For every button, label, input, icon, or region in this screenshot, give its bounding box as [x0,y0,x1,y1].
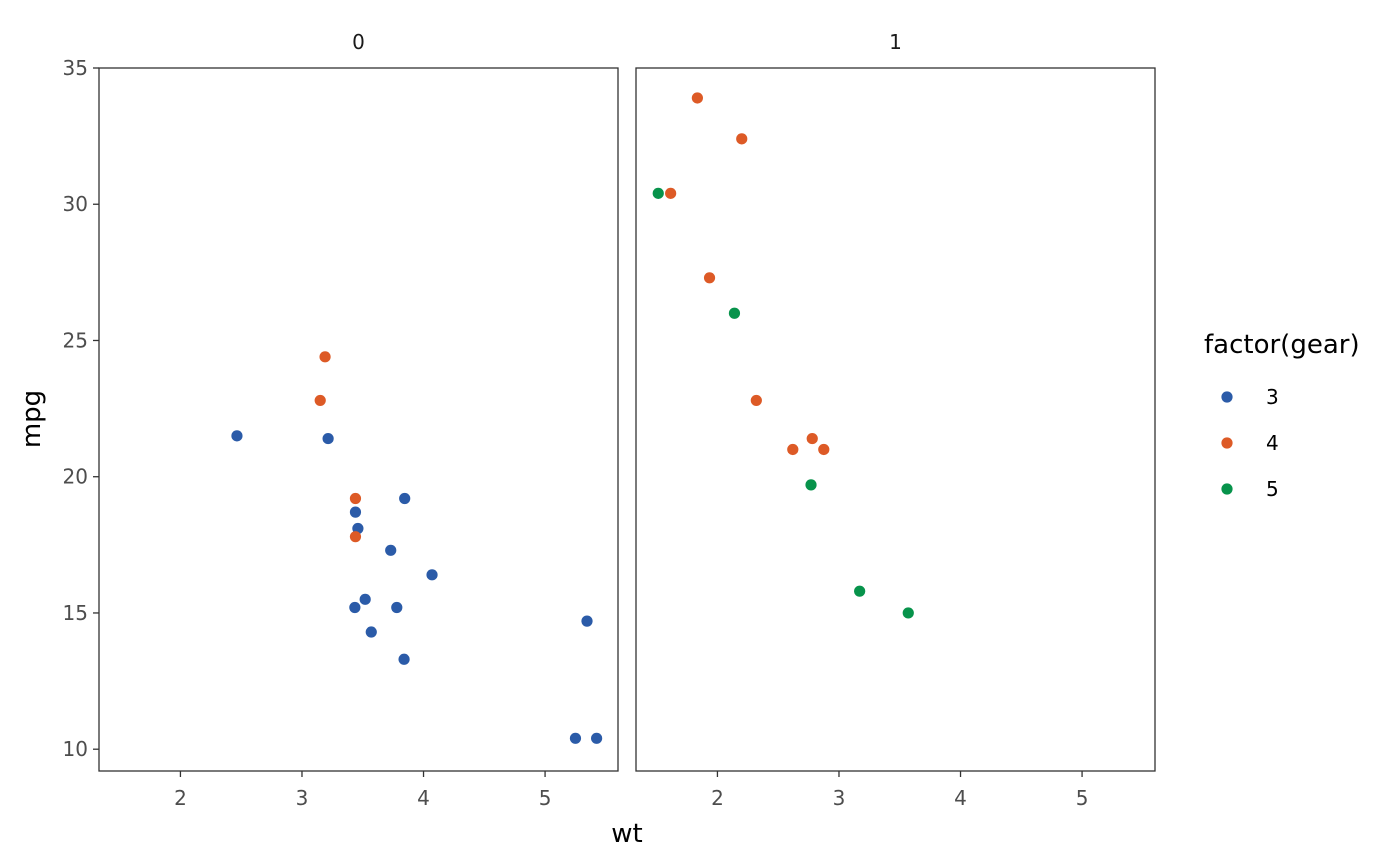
legend-label-5: 5 [1266,477,1279,501]
y-tick-label: 35 [63,56,88,80]
x-tick-label: 5 [539,786,552,810]
data-point-gear-3 [365,626,377,638]
data-point-gear-4 [703,272,716,284]
data-point-gear-3 [349,506,362,518]
panel-1: 1 2 3 4 5 [635,30,1156,810]
data-point-gear-3 [359,593,371,605]
data-point-gear-4 [319,351,331,363]
x-tick-label: 2 [174,786,187,810]
panel-0: 0 2 3 4 5 10 15 20 25 30 35 [63,30,619,810]
data-point-gear-3 [569,732,582,744]
legend-key-4 [1221,437,1233,449]
data-point-gear-3 [385,544,397,556]
data-point-gear-3 [581,615,593,627]
data-point-gear-4 [665,187,677,199]
data-point-gear-3 [591,732,603,744]
x-tick-label: 2 [711,786,724,810]
legend-title: factor(gear) [1204,330,1360,360]
x-tick-label: 3 [296,786,309,810]
data-point-gear-3 [231,430,243,442]
data-point-gear-5 [902,607,914,619]
y-tick-label: 30 [63,192,88,216]
data-point-gear-4 [349,531,362,543]
data-point-gear-4 [750,394,762,407]
data-point-gear-4 [806,432,818,445]
facet-label: 1 [889,30,902,54]
data-point-gear-4 [736,133,748,145]
data-point-gear-4 [787,443,799,456]
x-axis-title: wt [611,819,642,849]
data-point-gear-4 [314,394,326,407]
x-tick-label: 3 [833,786,846,810]
y-tick-label: 25 [63,328,88,352]
data-point-gear-5 [805,479,817,491]
y-axis-title: mpg [17,390,47,448]
x-tick-label: 4 [417,786,430,810]
y-tick-label: 15 [63,601,88,625]
data-point-gear-4 [691,92,703,104]
data-point-gear-4 [349,492,362,505]
data-point-gear-5 [728,307,741,319]
y-tick-label: 10 [63,737,88,761]
data-point-gear-3 [349,601,361,614]
panel-border [98,67,619,772]
facet-label: 0 [352,30,365,54]
legend-label-4: 4 [1266,431,1279,455]
data-point-gear-3 [398,653,410,665]
panel-border [635,67,1156,772]
legend-label-3: 3 [1266,385,1279,409]
data-point-gear-4 [818,443,830,456]
data-point-gear-5 [652,187,664,199]
panels: 0 2 3 4 5 10 15 20 25 30 35 1 2 3 4 5 [63,30,1156,810]
data-point-gear-5 [854,585,866,597]
data-point-gear-3 [426,569,438,581]
legend-key-5 [1221,483,1233,495]
legend-key-3 [1221,391,1233,403]
y-tick-label: 20 [63,465,88,489]
x-tick-label: 5 [1076,786,1089,810]
x-tick-label: 4 [954,786,967,810]
data-point-gear-3 [391,601,403,614]
legend: factor(gear) 3 4 5 [1204,330,1360,501]
data-point-gear-3 [399,492,411,505]
data-point-gear-3 [322,432,334,445]
